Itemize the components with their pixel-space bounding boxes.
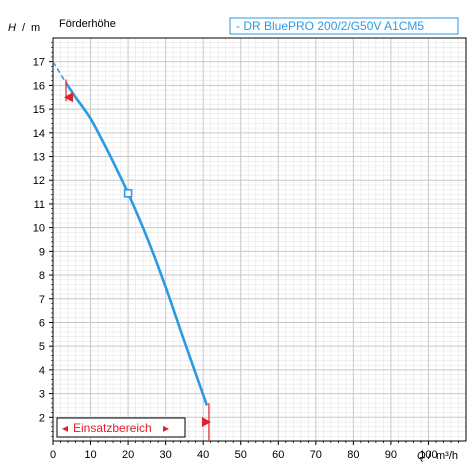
range-start-marker <box>64 92 74 103</box>
y-axis-title: H <box>8 22 16 34</box>
operating-range-frame <box>56 417 186 438</box>
x-tick-label: 100 <box>419 449 437 461</box>
legend-box <box>229 17 459 35</box>
y-tick-label: 7 <box>39 294 45 306</box>
x-tick-label: 10 <box>84 449 96 461</box>
y-tick-label: 17 <box>33 57 45 69</box>
y-tick-label: 11 <box>34 199 45 211</box>
x-tick-label: 20 <box>122 449 134 461</box>
operating-range-label: Einsatzbereich <box>73 421 152 435</box>
range-left-arrow: ◂ <box>62 421 68 435</box>
chart-title: Förderhöhe <box>59 18 116 30</box>
y-tick-label: 14 <box>33 128 45 140</box>
y-tick-label: 13 <box>33 152 45 164</box>
legend: - DR BluePRO 200/2/G50V A1CM5 <box>229 17 459 35</box>
y-axis-ticks: 2 3 4 5 6 7 8 9 10 11 12 13 14 15 16 17 <box>33 42 53 437</box>
curve-layer <box>52 61 211 441</box>
x-tick-label: 60 <box>272 449 284 461</box>
y-tick-label: 15 <box>33 104 45 116</box>
x-axis-ticks: 0 10 20 30 40 50 60 70 80 90 100 <box>50 441 459 461</box>
y-tick-label: 6 <box>39 317 45 329</box>
y-tick-label: 8 <box>39 270 45 282</box>
range-right-arrow: ▸ <box>163 421 169 435</box>
y-tick-label: 4 <box>39 365 45 377</box>
y-axis-unit: m <box>31 22 40 34</box>
major-grid <box>52 37 466 442</box>
y-tick-label: 16 <box>33 80 45 92</box>
y-tick-label: 12 <box>33 175 45 187</box>
x-tick-label: 0 <box>50 449 56 461</box>
y-tick-label: 2 <box>39 412 45 424</box>
operating-point-marker <box>123 188 133 198</box>
x-tick-label: 70 <box>310 449 322 461</box>
x-tick-label: 40 <box>197 449 209 461</box>
x-axis-unit-slash: / <box>428 450 432 462</box>
plot-frame <box>52 37 467 442</box>
range-end-marker <box>201 417 211 428</box>
y-axis-unit-slash: / <box>22 22 26 34</box>
y-tick-label: 9 <box>39 246 45 258</box>
y-tick-label: 10 <box>33 223 45 235</box>
x-tick-label: 90 <box>385 449 397 461</box>
operating-range-box: ◂ Einsatzbereich ▸ <box>56 417 186 438</box>
minor-grid <box>53 38 466 441</box>
y-tick-label: 3 <box>39 389 45 401</box>
extrapolated-curve-segment <box>52 61 67 84</box>
x-axis-unit: m³/h <box>436 450 458 462</box>
y-tick-label: 5 <box>39 341 45 353</box>
pump-curve-line <box>65 82 209 406</box>
legend-series-label: - DR BluePRO 200/2/G50V A1CM5 <box>236 19 424 33</box>
x-axis-title: Q <box>417 450 426 462</box>
x-tick-label: 50 <box>235 449 247 461</box>
x-tick-label: 80 <box>347 449 359 461</box>
x-tick-label: 30 <box>160 449 172 461</box>
